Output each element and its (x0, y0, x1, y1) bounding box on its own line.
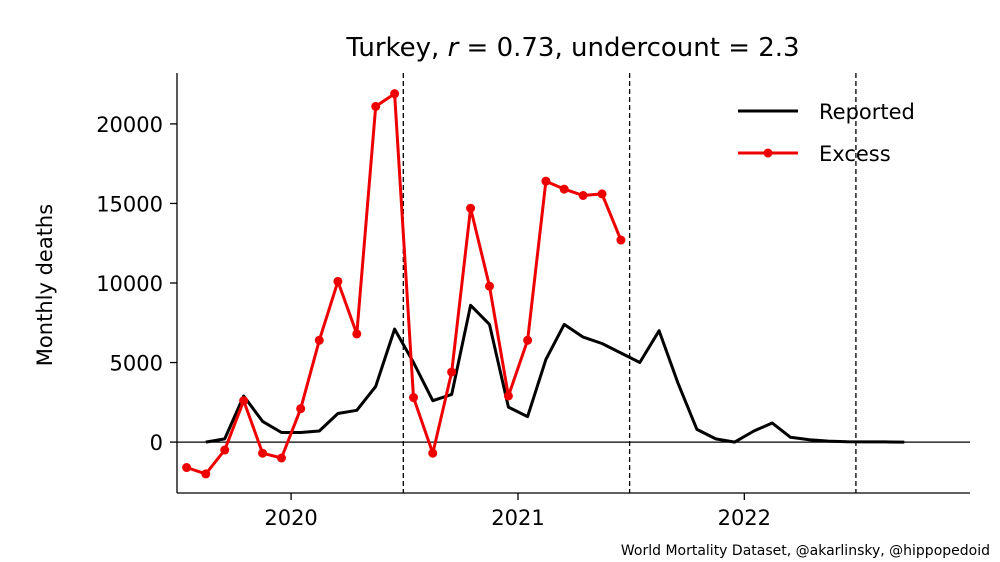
excess-point-4 (258, 448, 268, 458)
excess-point-13 (428, 448, 438, 458)
excess-point-2 (220, 445, 230, 455)
legend: Reported Excess (738, 100, 915, 166)
excess-point-0 (182, 463, 192, 473)
x-tick-label-1: 2021 (491, 506, 544, 530)
excess-point-6 (296, 404, 306, 414)
excess-point-16 (484, 281, 494, 291)
y-tick-label-4: 20000 (96, 113, 163, 137)
y-tick-label-3: 15000 (96, 192, 163, 216)
excess-point-23 (616, 235, 626, 245)
excess-point-3 (239, 396, 249, 406)
excess-point-9 (352, 329, 362, 339)
excess-point-12 (409, 393, 419, 403)
excess-point-1 (201, 469, 211, 479)
chart-title: Turkey, r = 0.73, undercount = 2.3 (345, 33, 799, 63)
series-layer (182, 89, 905, 479)
legend-excess-marker (763, 148, 773, 158)
y-tick-label-1: 5000 (110, 352, 163, 376)
title-stats: = 0.73, undercount = 2.3 (458, 33, 799, 63)
vertical-reference-lines (402, 73, 857, 493)
excess-point-20 (559, 184, 569, 194)
reported-line (205, 303, 905, 444)
excess-point-17 (503, 391, 513, 401)
legend-excess-label: Excess (819, 142, 891, 166)
excess-point-15 (466, 203, 476, 213)
x-ticks: 2020 2021 2022 (264, 493, 771, 530)
title-prefix: Turkey, (345, 33, 447, 63)
excess-point-14 (447, 367, 457, 377)
excess-point-10 (371, 101, 381, 111)
excess-point-21 (578, 191, 588, 200)
x-tick-label-2: 2022 (718, 506, 771, 530)
excess-point-7 (314, 335, 324, 345)
excess-point-19 (541, 176, 551, 186)
excess-point-18 (523, 335, 533, 345)
y-tick-label-2: 10000 (96, 272, 163, 296)
title-r-symbol: r (448, 33, 461, 63)
excess-point-22 (597, 189, 607, 199)
excess-point-11 (390, 89, 400, 99)
y-tick-label-0: 0 (150, 431, 163, 455)
excess-point-8 (333, 276, 343, 286)
y-axis-label: Monthly deaths (33, 204, 57, 366)
x-tick-label-0: 2020 (264, 506, 317, 530)
y-ticks: 0 5000 10000 15000 20000 (96, 113, 177, 455)
credit-text: World Mortality Dataset, @akarlinsky, @h… (621, 543, 990, 559)
legend-reported-label: Reported (819, 100, 915, 124)
excess-point-5 (276, 453, 286, 463)
